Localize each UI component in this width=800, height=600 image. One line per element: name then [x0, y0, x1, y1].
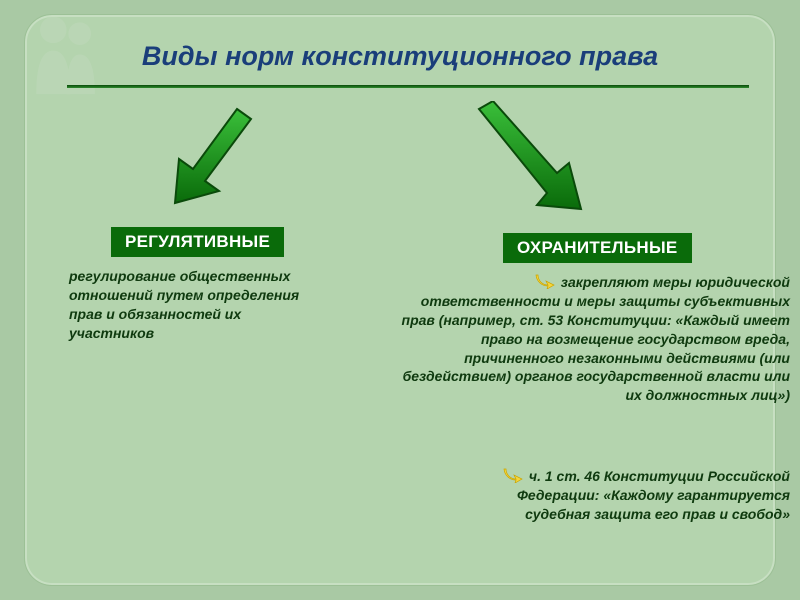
bullet-arrow-icon	[503, 467, 523, 483]
desc-protective-2-text: ч. 1 ст. 46 Конституции Российской Федер…	[517, 468, 790, 522]
bullet-arrow-icon	[535, 273, 555, 289]
desc-regulative-text: регулирование общественных отношений пут…	[69, 268, 299, 341]
label-protective: ОХРАНИТЕЛЬНЫЕ	[503, 233, 692, 263]
label-protective-text: ОХРАНИТЕЛЬНЫЕ	[517, 238, 678, 257]
title-underline	[67, 85, 749, 88]
content-panel: Виды норм конституционного права РЕГУЛЯТ…	[24, 14, 776, 586]
desc-protective-2: ч. 1 ст. 46 Конституции Российской Федер…	[455, 467, 790, 524]
label-regulative-text: РЕГУЛЯТИВНЫЕ	[125, 232, 270, 251]
slide-title: Виды норм конституционного права	[25, 41, 775, 72]
desc-regulative: регулирование общественных отношений пут…	[69, 267, 329, 343]
desc-protective-1-text: закрепляют меры юридической ответственно…	[402, 274, 790, 403]
arrow-left-icon	[155, 103, 265, 213]
label-regulative: РЕГУЛЯТИВНЫЕ	[111, 227, 284, 257]
desc-protective-1: закрепляют меры юридической ответственно…	[395, 273, 790, 405]
arrow-right-icon	[465, 101, 595, 221]
